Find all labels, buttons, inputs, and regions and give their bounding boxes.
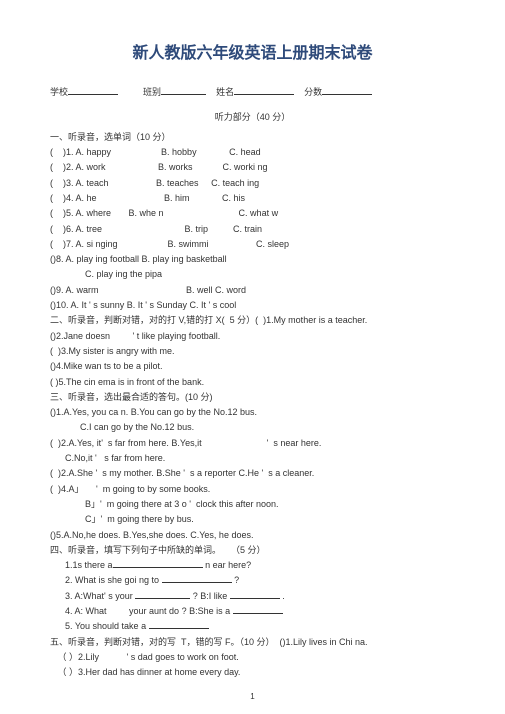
name-blank[interactable] (234, 85, 294, 95)
s3-q4b: B」' m going there at 3 o ' clock this af… (50, 497, 455, 512)
s4-q3-blank2[interactable] (230, 590, 280, 599)
s3-q1a: ()1.A.Yes, you ca n. B.You can go by the… (50, 405, 455, 420)
s1-q8a: ()8. A. play ing football B. play ing ba… (50, 252, 455, 267)
section5-heading: 五、听录音，判断对错，对的写 T，错的写 F。（10 分） ()1.Lily l… (50, 635, 455, 650)
s1-q1: ( )1. A. happy B. hobby C. head (50, 145, 455, 160)
s4-q2-tail: ? (234, 575, 239, 585)
s4-q4-text: 4. A: What your aunt do ? B:She is a (50, 606, 233, 616)
s4-q5: 5. You should take a (50, 619, 455, 634)
score-label: 分数 (304, 87, 322, 97)
s1-q2: ( )2. A. work B. works C. worki ng (50, 160, 455, 175)
s2-q3: ( )3.My sister is angry with me. (50, 344, 455, 359)
s3-q2a: ( )2.A.Yes, it' s far from here. B.Yes,i… (50, 436, 455, 451)
s1-q8b: C. play ing the pipa (50, 267, 455, 282)
s1-q4: ( )4. A. he B. him C. his (50, 191, 455, 206)
school-label: 学校 (50, 87, 68, 97)
score-blank[interactable] (322, 85, 372, 95)
s4-q3-blank1[interactable] (135, 590, 190, 599)
s2-q5: ( )5.The cin ema is in front of the bank… (50, 375, 455, 390)
s4-q4: 4. A: What your aunt do ? B:She is a (50, 604, 455, 619)
section1-heading: 一、听录音，选单词（10 分） (50, 130, 455, 145)
s1-q10: ()10. A. It ' s sunny B. It ' s Sunday C… (50, 298, 455, 313)
s5-q3: （ ）3.Her dad has dinner at home every da… (50, 665, 455, 680)
s1-q7: ( )7. A. si nging B. swimmi C. sleep (50, 237, 455, 252)
s4-q3-text: 3. A:What' s your (50, 591, 135, 601)
s1-q5: ( )5. A. where B. whe n C. what w (50, 206, 455, 221)
s4-q3: 3. A:What' s your ? B:I like . (50, 589, 455, 604)
s4-q1-blank[interactable] (113, 559, 203, 568)
s2-q4: ()4.Mike wan ts to be a pilot. (50, 359, 455, 374)
s1-q9: ()9. A. warm B. well C. word (50, 283, 455, 298)
s3-q4a: ( )4.A」 ' m going to by some books. (50, 482, 455, 497)
section3-heading: 三、听录音，选出最合适的答句。(10 分) (50, 390, 455, 405)
s1-q6: ( )6. A. tree B. trip C. train (50, 222, 455, 237)
s5-q2: （ ）2.Lily ' s dad goes to work on foot. (50, 650, 455, 665)
section4-heading: 四、听录音，填写下列句子中所缺的单词。 （5 分） (50, 543, 455, 558)
section2-heading: 二、听录音，判断对错，对的打 V,错的打 X( 5 分）( )1.My moth… (50, 313, 455, 328)
s3-q1b: C.I can go by the No.12 bus. (50, 420, 455, 435)
class-label: 班别 (143, 87, 161, 97)
s3-q5: ()5.A.No,he does. B.Yes,she does. C.Yes,… (50, 528, 455, 543)
s2-q2: ()2.Jane doesn ' t like playing football… (50, 329, 455, 344)
s3-q3: ( )2.A.She ' s my mother. B.She ' s a re… (50, 466, 455, 481)
s4-q3-mid: ? B:I like (193, 591, 230, 601)
s4-q5-text: 5. You should take a (50, 621, 149, 631)
s4-q5-blank[interactable] (149, 620, 209, 629)
s4-q4-blank[interactable] (233, 605, 283, 614)
s3-q4c: C」' m going there by bus. (50, 512, 455, 527)
s4-q3-tail: . (282, 591, 285, 601)
class-blank[interactable] (161, 85, 206, 95)
s4-q2-blank[interactable] (162, 574, 232, 583)
name-label: 姓名 (216, 87, 234, 97)
s4-q2: 2. What is she goi ng to ? (50, 573, 455, 588)
s4-q2-text: 2. What is she goi ng to (50, 575, 162, 585)
s4-q1: 1.1s there a n ear here? (50, 558, 455, 573)
s4-q1-tail: n ear here? (205, 560, 251, 570)
page-title: 新人教版六年级英语上册期末试卷 (50, 40, 455, 67)
s1-q3: ( )3. A. teach B. teaches C. teach ing (50, 176, 455, 191)
s3-q2b: C.No,it ' s far from here. (50, 451, 455, 466)
s4-q1-text: 1.1s there a (50, 560, 113, 570)
student-info-row: 学校 班别 姓名 分数 (50, 85, 455, 100)
school-blank[interactable] (68, 85, 118, 95)
page-number: 1 (250, 690, 254, 704)
listening-section-header: 听力部分（40 分） (50, 110, 455, 125)
